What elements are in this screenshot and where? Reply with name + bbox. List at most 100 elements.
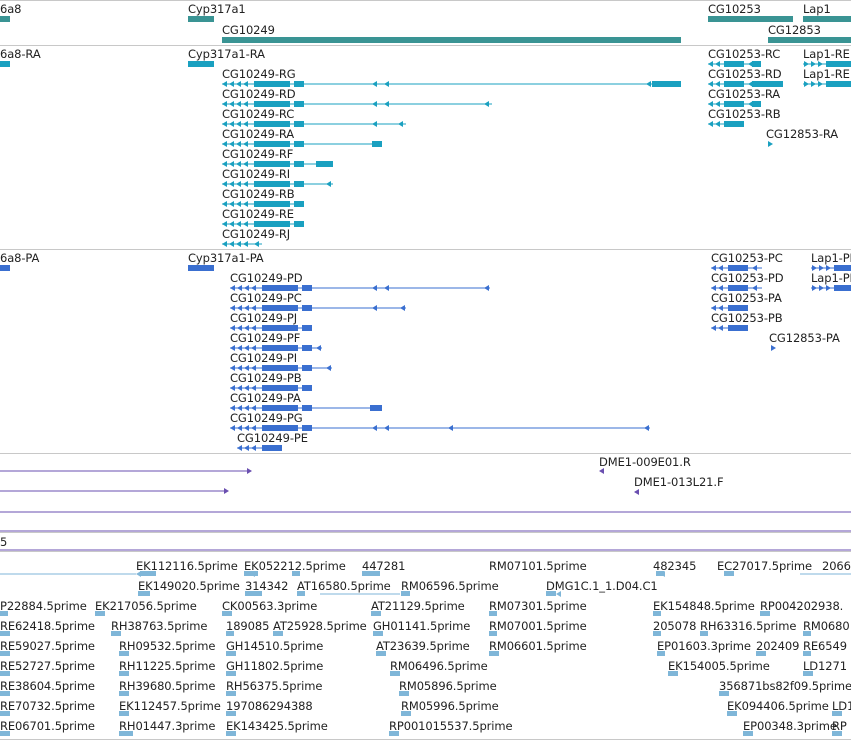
est-block[interactable]	[226, 711, 236, 716]
est-label[interactable]: 447281	[362, 559, 406, 573]
est-block[interactable]	[373, 631, 383, 636]
est-label[interactable]: RM07001.5prime	[489, 619, 587, 633]
protein-label[interactable]: CG10253-PD	[711, 271, 784, 285]
est-block[interactable]	[297, 591, 305, 596]
transcript-label[interactable]: CG10253-RD	[708, 67, 782, 81]
est-block[interactable]	[292, 571, 300, 576]
exon-block[interactable]	[262, 345, 298, 351]
gene-label[interactable]: CG10253	[708, 2, 761, 16]
exon-block[interactable]	[294, 181, 304, 187]
est-block[interactable]	[668, 671, 678, 676]
exon-block[interactable]	[262, 445, 282, 451]
gene-label[interactable]: 6a8	[0, 2, 22, 16]
exon-block[interactable]	[728, 305, 748, 311]
est-label[interactable]: RE52727.5prime	[0, 659, 95, 673]
exon-block[interactable]	[262, 365, 298, 371]
exon-block[interactable]	[724, 121, 744, 127]
protein-cyp317a1-pa[interactable]	[188, 265, 214, 271]
est-label[interactable]: RE70732.5prime	[0, 699, 95, 713]
gene-cg10249-bar[interactable]	[222, 37, 681, 43]
exon-block[interactable]	[724, 81, 744, 87]
est-label[interactable]: RM07301.5prime	[489, 599, 587, 613]
est-block[interactable]	[0, 691, 10, 696]
exon-block[interactable]	[254, 201, 290, 207]
exon-block[interactable]	[372, 141, 382, 147]
protein-label[interactable]: Lap1-PE	[811, 271, 851, 285]
transcript-label[interactable]: CG10249-RE	[222, 207, 294, 221]
est-block[interactable]	[389, 731, 399, 736]
est-label[interactable]: EK154005.5prime	[668, 659, 770, 673]
transcript-label[interactable]: CG10253-RC	[708, 47, 781, 61]
est-label[interactable]: CK00563.3prime	[222, 599, 318, 613]
est-label[interactable]: RH56375.5prime	[226, 679, 323, 693]
transcript-label[interactable]: CG10249-RG	[222, 67, 296, 81]
est-block[interactable]	[653, 631, 661, 636]
gene-lap1-bar[interactable]	[803, 16, 851, 22]
est-label[interactable]: EK112457.5prime	[119, 699, 221, 713]
est-label[interactable]: EP01603.3prime	[657, 639, 751, 653]
est-label[interactable]: RH01447.3prime	[119, 719, 216, 733]
est-block[interactable]	[832, 731, 842, 736]
exon-block[interactable]	[302, 345, 312, 351]
est-label[interactable]: 314342	[245, 579, 289, 593]
protein-6a8-pa[interactable]	[0, 265, 10, 271]
exon-block[interactable]	[254, 161, 290, 167]
exon-block[interactable]	[724, 101, 744, 107]
est-label[interactable]: EK052212.5prime	[244, 559, 346, 573]
transcript-label[interactable]: CG10249-RB	[222, 187, 295, 201]
est-block[interactable]	[111, 631, 121, 636]
est-label[interactable]: AT21129.5prime	[371, 599, 465, 613]
est-label[interactable]: EK143425.5prime	[226, 719, 328, 733]
est-label[interactable]: RH38763.5prime	[111, 619, 208, 633]
est-block[interactable]	[226, 651, 236, 656]
transcript-label[interactable]: CG10249-RJ	[222, 227, 291, 241]
protein-label[interactable]: CG10253-PB	[711, 311, 783, 325]
protein-label[interactable]: Cyp317a1-PA	[188, 251, 264, 265]
est-block[interactable]	[832, 711, 842, 716]
exon-block[interactable]	[294, 81, 304, 87]
est-label[interactable]: RE06701.5prime	[0, 719, 95, 733]
exon-block[interactable]	[834, 285, 851, 291]
est-label[interactable]: RM06496.5prime	[390, 659, 488, 673]
est-label[interactable]: RE6549	[803, 639, 847, 653]
est-block[interactable]	[489, 651, 499, 656]
est-label[interactable]: LD1	[832, 699, 851, 713]
exon-block[interactable]	[262, 325, 298, 331]
est-block[interactable]	[0, 631, 10, 636]
est-block[interactable]	[756, 651, 766, 656]
protein-label[interactable]: CG10249-PE	[237, 431, 308, 445]
transcript-label[interactable]: CG10249-RF	[222, 147, 294, 161]
est-block[interactable]	[226, 671, 236, 676]
est-block[interactable]	[0, 711, 10, 716]
est-block[interactable]	[362, 571, 380, 576]
est-block[interactable]	[226, 691, 236, 696]
transcript-label[interactable]: Lap1-RE	[803, 67, 850, 81]
est-block[interactable]	[803, 671, 813, 676]
protein-label[interactable]: 6a8-PA	[0, 251, 40, 265]
est-label[interactable]: EK094406.5prime	[727, 699, 829, 713]
gene-cyp317a1-bar[interactable]	[188, 16, 214, 22]
est-label[interactable]: RH63316.5prime	[700, 619, 797, 633]
est-block[interactable]	[760, 611, 770, 616]
transcript-label[interactable]: CG10249-RC	[222, 107, 295, 121]
est-label[interactable]: RH09532.5prime	[119, 639, 216, 653]
est-block[interactable]	[119, 711, 129, 716]
est-label[interactable]: RM07101.5prime	[489, 559, 587, 573]
est-block[interactable]	[119, 731, 133, 736]
protein-label[interactable]: CG10253-PA	[711, 291, 782, 305]
est-label[interactable]: RM06601.5prime	[489, 639, 587, 653]
est-block[interactable]	[119, 691, 129, 696]
exon-block[interactable]	[302, 425, 312, 431]
est-block[interactable]	[0, 731, 10, 736]
est-block[interactable]	[119, 651, 129, 656]
est-label[interactable]: EC27017.5prime	[717, 559, 812, 573]
transcript-label[interactable]: CG10249-RA	[222, 127, 295, 141]
transcript-label[interactable]: 6a8-RA	[0, 47, 41, 61]
est-block[interactable]	[401, 591, 410, 596]
est-block[interactable]	[489, 611, 497, 616]
est-block[interactable]	[0, 671, 10, 676]
est-label[interactable]: P22884.5prime	[0, 599, 87, 613]
exon-block[interactable]	[302, 305, 312, 311]
transcript-label[interactable]: CG12853-RA	[766, 127, 839, 141]
est-label[interactable]: EK217056.5prime	[95, 599, 197, 613]
